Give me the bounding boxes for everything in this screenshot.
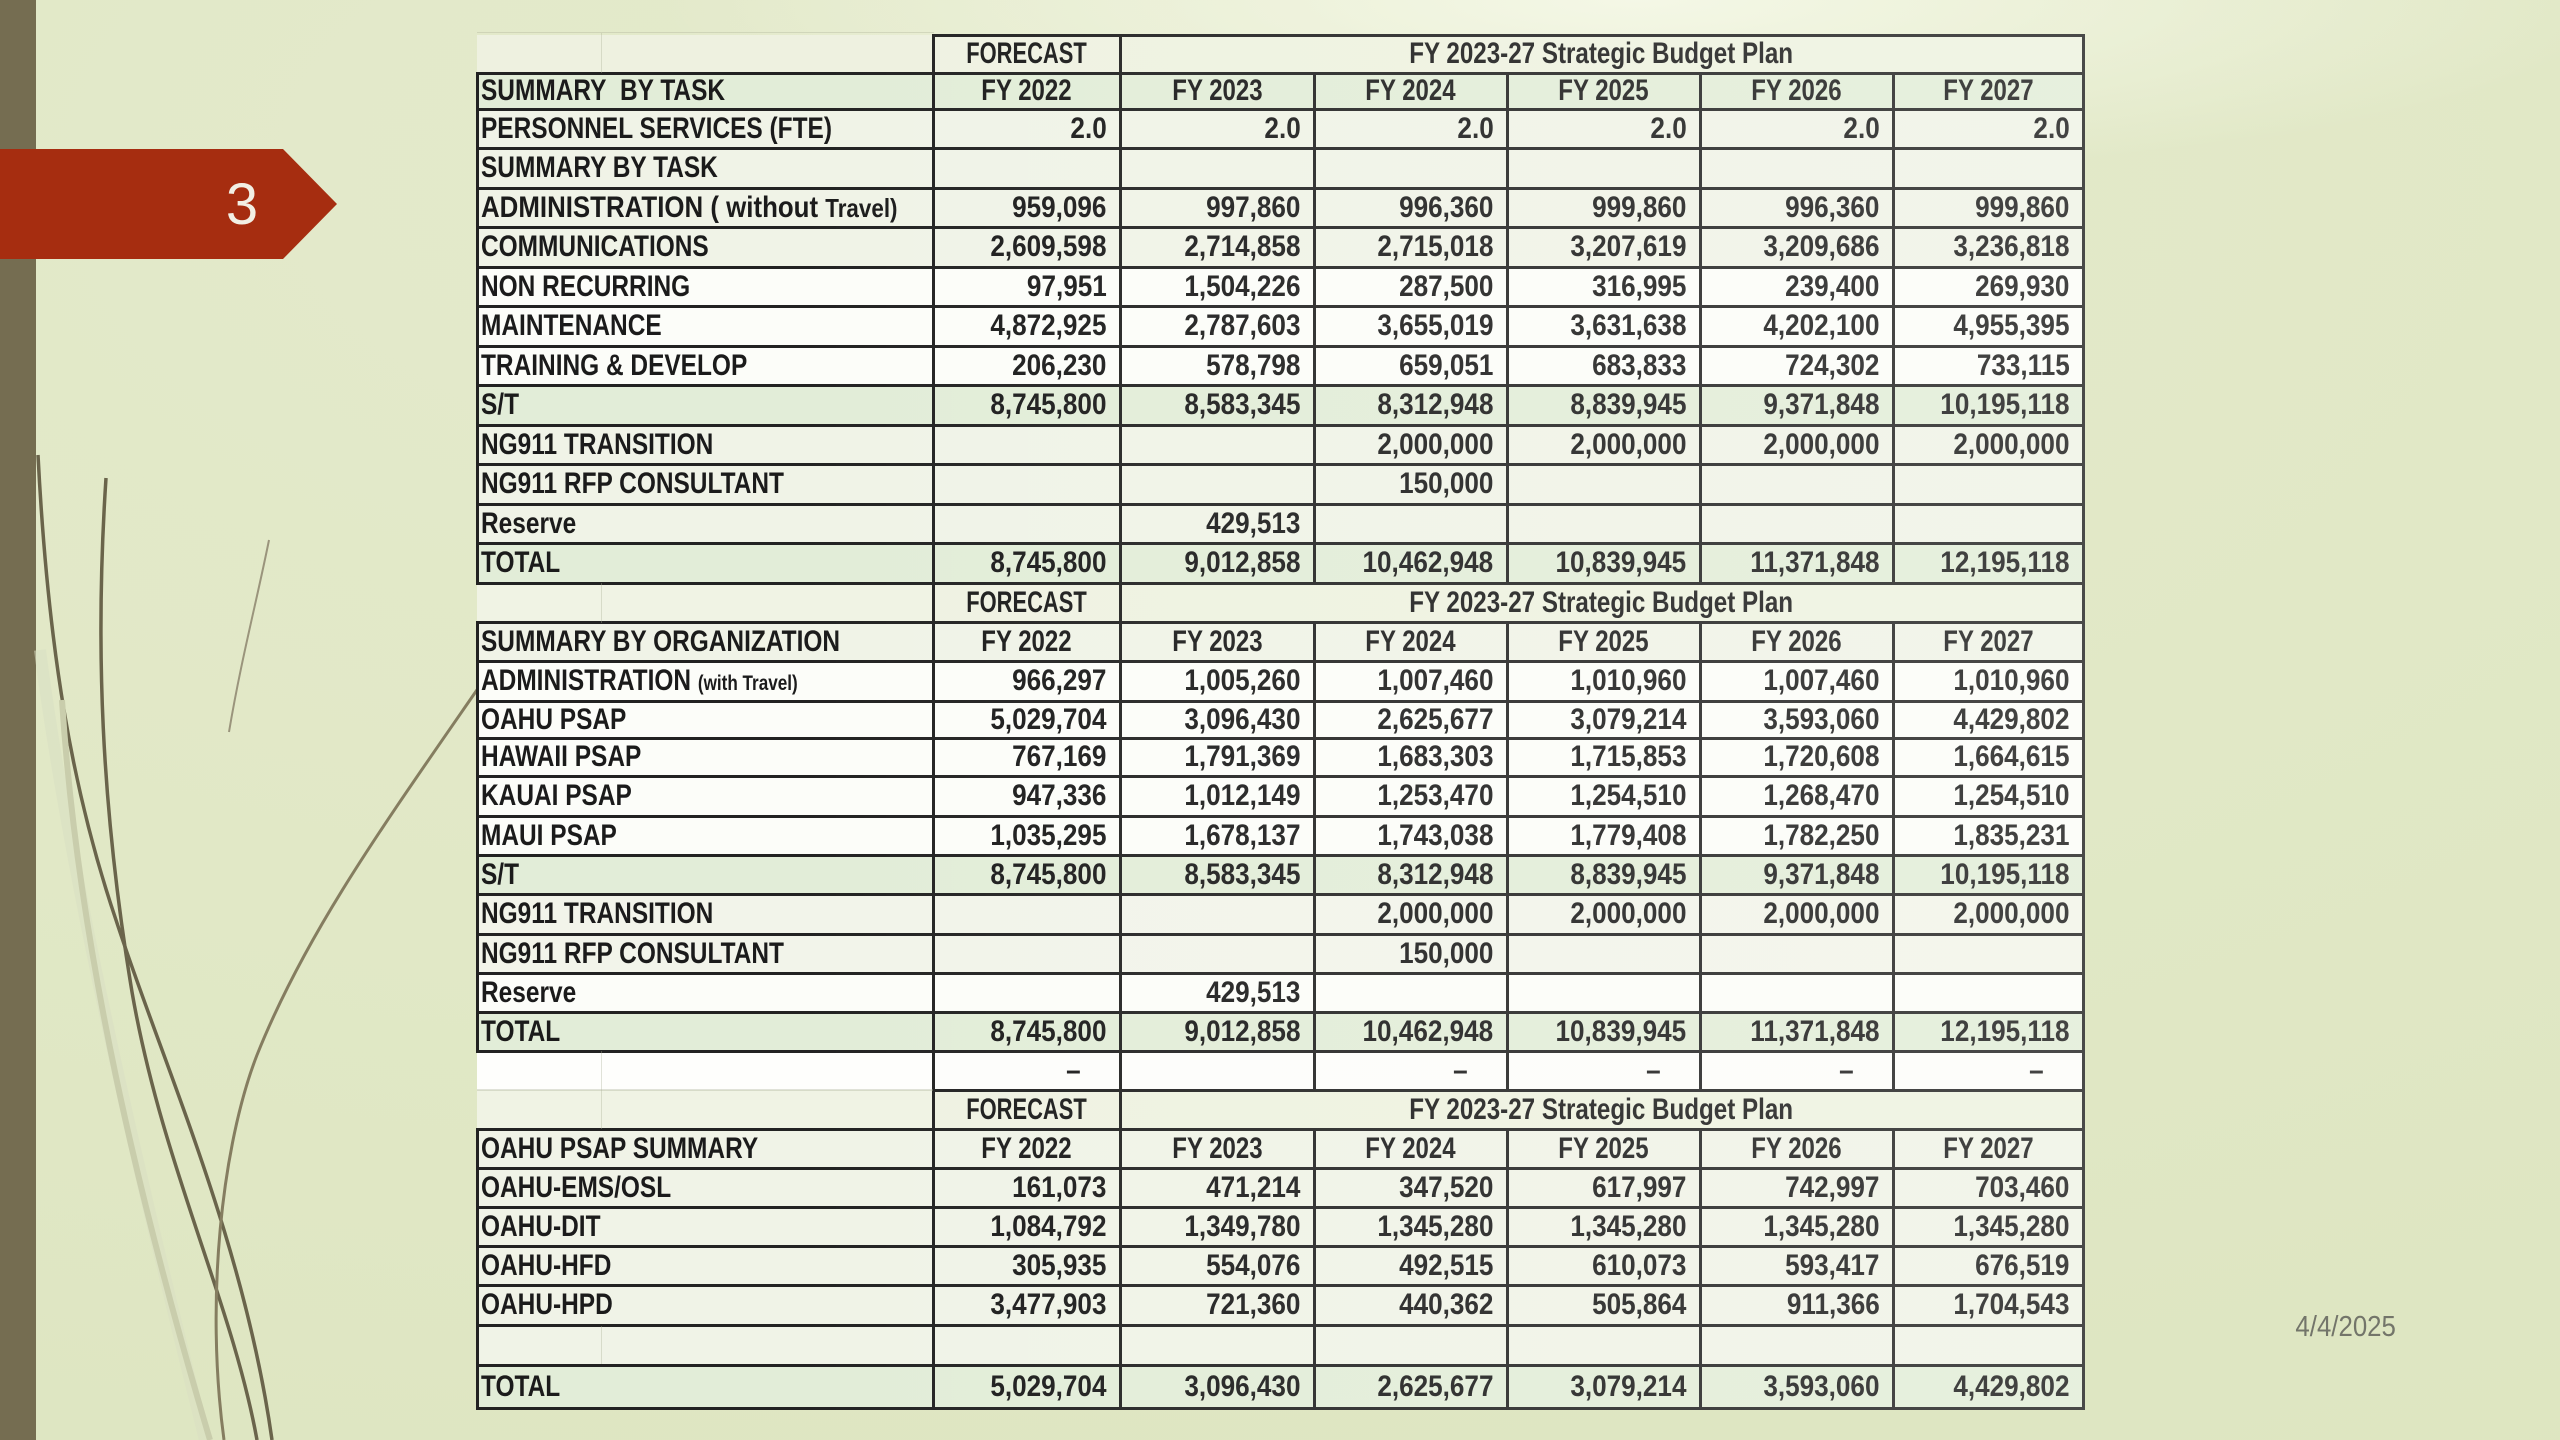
svg-text:3: 3 — [226, 172, 258, 237]
